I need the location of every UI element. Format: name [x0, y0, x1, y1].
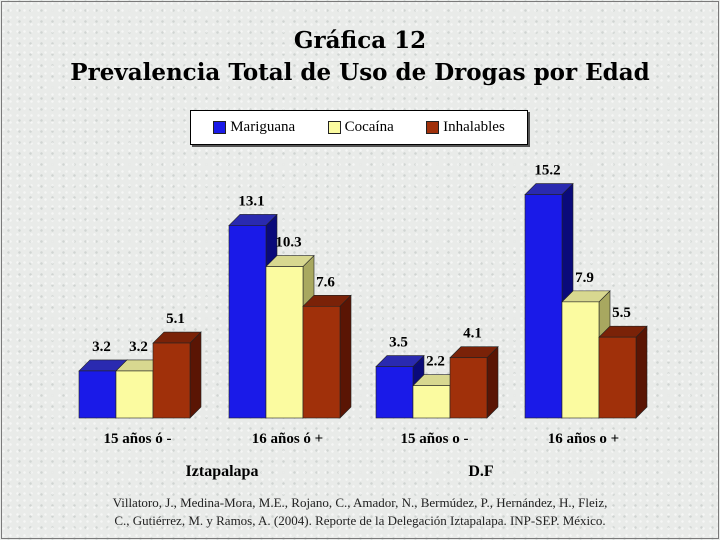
data-label: 7.9	[575, 270, 594, 286]
data-label: 3.5	[389, 335, 408, 351]
chart-title-line1: Gráfica 12	[293, 27, 427, 54]
x-tick-label: 15 años ó -	[104, 431, 172, 447]
legend-label-cocaina: Cocaína	[344, 119, 394, 135]
legend-label-mariguana: Mariguana	[230, 119, 296, 135]
data-label: 5.1	[166, 311, 185, 327]
legend-swatch-mariguana	[213, 121, 227, 134]
bar	[598, 336, 637, 419]
bar	[265, 266, 304, 419]
data-label: 4.1	[463, 326, 482, 342]
bar	[302, 305, 341, 419]
legend-label-inhalables: Inhalables	[443, 119, 505, 135]
bar	[412, 385, 451, 419]
citation-line-2: C., Gutiérrez, M. y Ramos, A. (2004). Re…	[114, 513, 606, 528]
data-label: 5.5	[612, 305, 631, 321]
data-label: 2.2	[426, 354, 445, 370]
source-citation: Villatoro, J., Medina-Mora, M.E., Rojano…	[30, 494, 690, 530]
chart-title-line2: Prevalencia Total de Uso de Drogas por E…	[70, 59, 650, 86]
x-tick-label: 16 años o +	[548, 431, 619, 447]
bar	[449, 357, 488, 419]
x-tick-label: 15 años o -	[401, 431, 469, 447]
bar-side	[635, 325, 648, 419]
data-label: 3.2	[129, 339, 148, 355]
bar-side	[339, 294, 352, 419]
bar-side	[486, 346, 499, 419]
group-label: D.F	[468, 463, 494, 480]
legend-item-cocaina: Cocaína	[327, 119, 394, 136]
x-tick-label: 16 años ó +	[252, 431, 323, 447]
data-label: 15.2	[534, 163, 560, 179]
data-label: 7.6	[316, 274, 335, 290]
data-label: 13.1	[238, 193, 264, 209]
bar	[78, 370, 117, 419]
citation-line-1: Villatoro, J., Medina-Mora, M.E., Rojano…	[112, 495, 608, 510]
legend-item-mariguana: Mariguana	[213, 119, 295, 136]
bar	[115, 370, 154, 419]
legend-item-inhalables: Inhalables	[426, 119, 505, 136]
bar-side	[189, 331, 202, 419]
legend-swatch-cocaina	[327, 121, 341, 134]
bar	[561, 301, 600, 419]
legend-swatch-inhalables	[426, 121, 440, 134]
data-label: 3.2	[92, 339, 111, 355]
bar	[524, 194, 563, 419]
bar	[228, 225, 267, 419]
data-label: 10.3	[275, 235, 301, 251]
group-label: Iztapalapa	[186, 463, 259, 480]
chart-legend: Mariguana Cocaína Inhalables	[190, 110, 528, 145]
bar	[152, 342, 191, 419]
bar	[375, 366, 414, 419]
